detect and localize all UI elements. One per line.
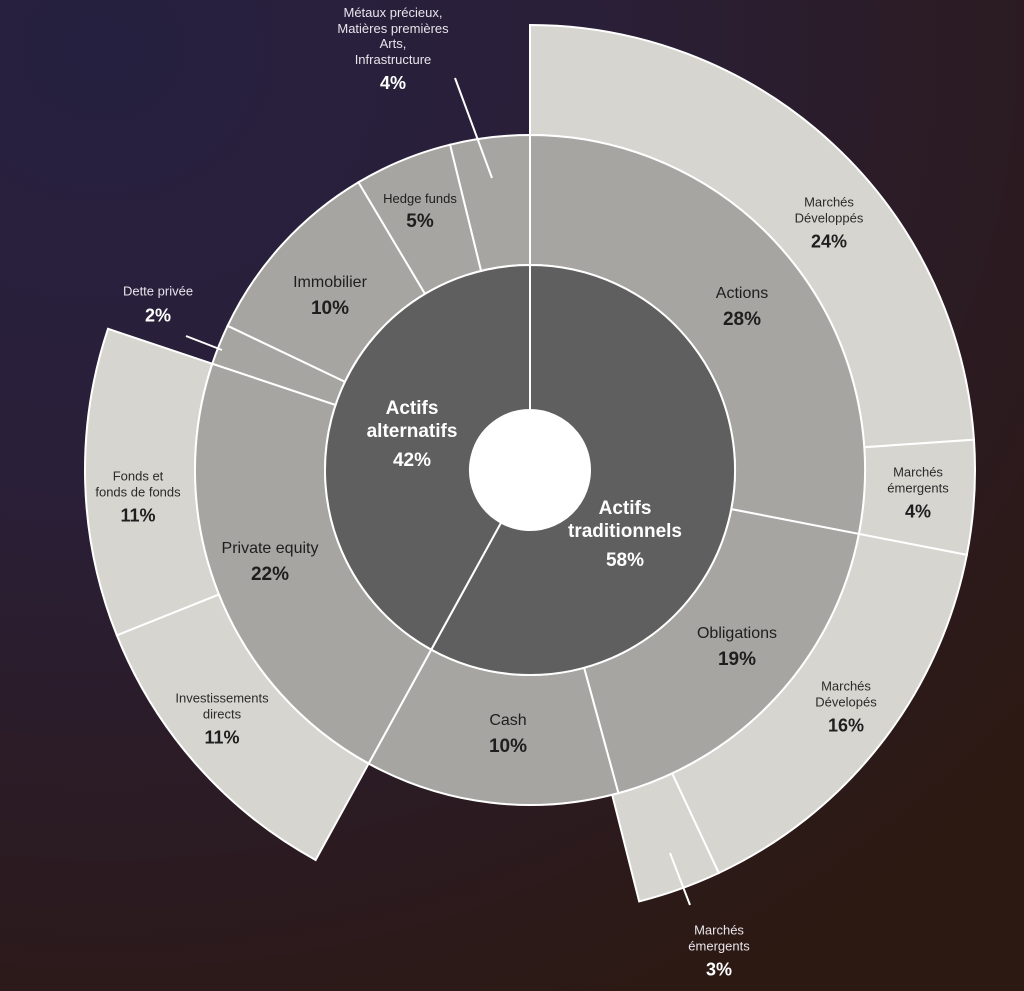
label-inner: Actifs alternatifs 42% (367, 398, 458, 472)
label-out: Investissements directs 11% (175, 691, 268, 750)
label-name: Dévelopés (815, 694, 877, 710)
label-name: Matières premières (337, 20, 449, 36)
label-value: 28% (722, 309, 762, 331)
label-name: Marchés (821, 678, 871, 694)
label-value: 10% (488, 736, 528, 758)
label-value: 11% (120, 505, 156, 526)
label-name: Private equity (221, 540, 319, 558)
label-name: Fonds et (112, 468, 164, 484)
leader-line (454, 77, 493, 179)
label-name: Actifs (385, 397, 439, 419)
leader-lines (185, 77, 691, 906)
label-mid: Immobilier 10% (293, 273, 367, 321)
label-name: Obligations (696, 625, 778, 643)
label-name: Marchés (804, 194, 854, 210)
label-value: 24% (810, 231, 848, 252)
label-out: Marchés Développés 24% (795, 195, 864, 254)
middle-ring (194, 133, 866, 806)
label-value: 11% (204, 727, 240, 748)
label-name: Marchés (694, 922, 744, 938)
label-inner: Actifs traditionnels 58% (568, 498, 682, 572)
label-name: directs (202, 706, 242, 722)
label-mid: Hedge funds 5% (383, 191, 457, 233)
label-name: fonds de fonds (95, 484, 181, 500)
label-value: 42% (392, 449, 432, 471)
label-name: Métaux précieux, (343, 5, 443, 21)
label-name: Cash (489, 712, 527, 730)
label-out: Marchés émergents 4% (887, 465, 948, 524)
center-hole (470, 410, 590, 530)
label-value: 5% (406, 210, 434, 232)
label-out: Marchés Dévelopés 16% (815, 679, 876, 738)
label-value: 22% (250, 564, 290, 586)
label-mid: Cash 10% (489, 711, 527, 759)
label-value: 19% (717, 649, 757, 671)
label-name: Investissements (175, 690, 269, 706)
label-name: Hedge funds (383, 190, 457, 206)
label-value: 2% (144, 305, 171, 325)
label-name: Infrastructure (354, 51, 432, 67)
label-name: traditionnels (567, 520, 683, 542)
label-mid: Private equity 22% (222, 539, 319, 587)
label-name: émergents (688, 938, 750, 954)
label-value: 16% (827, 715, 865, 736)
label-ext: Marchés émergents 3% (688, 923, 749, 982)
leader-line (669, 852, 691, 906)
label-name: Développés (794, 210, 864, 226)
label-ext: Métaux précieux, Matières premières Arts, I… (337, 5, 448, 95)
label-name: Marchés (893, 464, 943, 480)
label-name: Actions (715, 285, 769, 303)
label-name: Actifs (598, 497, 652, 519)
label-mid: Actions 28% (716, 284, 768, 332)
label-value: 3% (705, 959, 733, 980)
outer-ring (84, 23, 976, 903)
label-value: 10% (310, 298, 350, 320)
label-name: alternatifs (366, 420, 458, 442)
label-name: Dette privée (122, 283, 194, 299)
label-name: émergents (887, 480, 949, 496)
label-mid: Obligations 19% (697, 624, 777, 672)
label-name: Arts, (379, 36, 407, 52)
label-value: 4% (904, 501, 932, 522)
label-value: 58% (605, 549, 645, 571)
label-value: 4% (379, 73, 407, 94)
label-name: Immobilier (293, 274, 367, 292)
label-ext: Dette privée 2% (123, 283, 193, 326)
leader-line (185, 335, 223, 351)
inner-ring (324, 263, 736, 676)
label-out: Fonds et fonds de fonds 11% (95, 469, 180, 528)
